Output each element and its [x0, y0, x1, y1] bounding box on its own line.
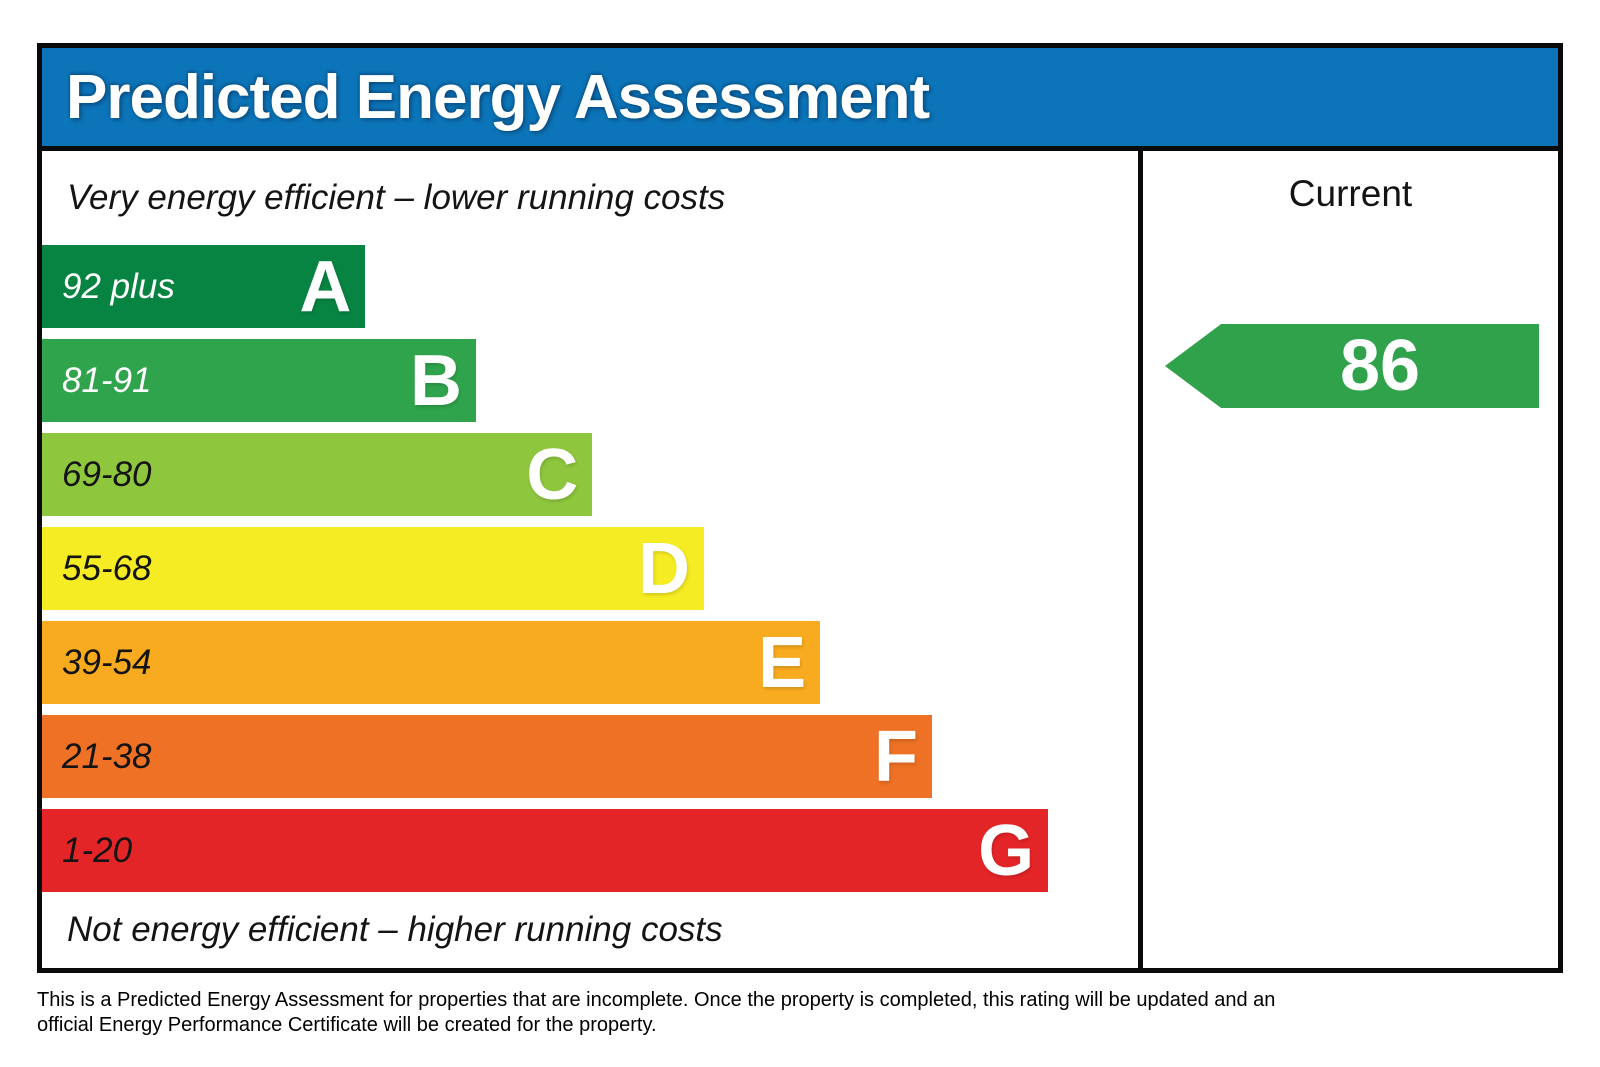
band-letter: G [978, 810, 1035, 891]
rating-band-row: 1-20 G [42, 809, 1138, 892]
band-letter: F [873, 716, 918, 797]
energy-assessment-chart: Predicted Energy Assessment Very energy … [37, 43, 1563, 973]
band-letter: D [637, 528, 690, 609]
caption-not-efficient: Not energy efficient – higher running co… [67, 910, 723, 949]
footer-note-line2: official Energy Performance Certificate … [37, 1014, 657, 1036]
band-letter: E [758, 622, 807, 703]
chart-body: Very energy efficient – lower running co… [42, 151, 1558, 968]
band-bar-c: 69-80 C [42, 433, 593, 516]
current-rating-column: Current 86 [1138, 151, 1558, 968]
band-range-label: 69-80 [62, 454, 152, 494]
band-range-label: 1-20 [62, 830, 133, 870]
footer-note: This is a Predicted Energy Assessment fo… [37, 988, 1275, 1038]
rating-band-row: 55-68 D [42, 527, 1138, 610]
current-rating-value: 86 [1339, 326, 1421, 406]
rating-bands: 92 plus A 81-91 B 69-80 C 55-68 D 39-54 … [42, 245, 1138, 892]
rating-band-row: 81-91 B [42, 339, 1138, 422]
rating-band-row: 39-54 E [42, 621, 1138, 704]
rating-band-row: 69-80 C [42, 433, 1138, 516]
footer-note-line1: This is a Predicted Energy Assessment fo… [37, 989, 1276, 1011]
band-bar-f: 21-38 F [42, 715, 932, 798]
band-bar-b: 81-91 B [42, 339, 477, 422]
band-letter: A [299, 246, 352, 327]
band-bar-d: 55-68 D [42, 527, 704, 610]
band-range-label: 39-54 [62, 642, 152, 682]
rating-scale-column: Very energy efficient – lower running co… [42, 151, 1138, 968]
band-range-label: 92 plus [62, 266, 175, 306]
band-range-label: 21-38 [62, 736, 152, 776]
chart-title: Predicted Energy Assessment [66, 62, 930, 132]
caption-very-efficient: Very energy efficient – lower running co… [67, 178, 726, 217]
band-bar-g: 1-20 G [42, 809, 1049, 892]
band-range-label: 81-91 [62, 360, 152, 400]
band-range-label: 55-68 [62, 548, 152, 588]
rating-band-row: 92 plus A [42, 245, 1138, 328]
band-bar-a: 92 plus A [42, 245, 366, 328]
current-rating-arrow-icon: 86 [1165, 324, 1539, 408]
chart-header: Predicted Energy Assessment [42, 48, 1558, 151]
rating-band-row: 21-38 F [42, 715, 1138, 798]
band-letter: B [410, 340, 463, 421]
current-column-header: Current [1288, 173, 1413, 214]
band-letter: C [526, 434, 579, 515]
band-bar-e: 39-54 E [42, 621, 821, 704]
